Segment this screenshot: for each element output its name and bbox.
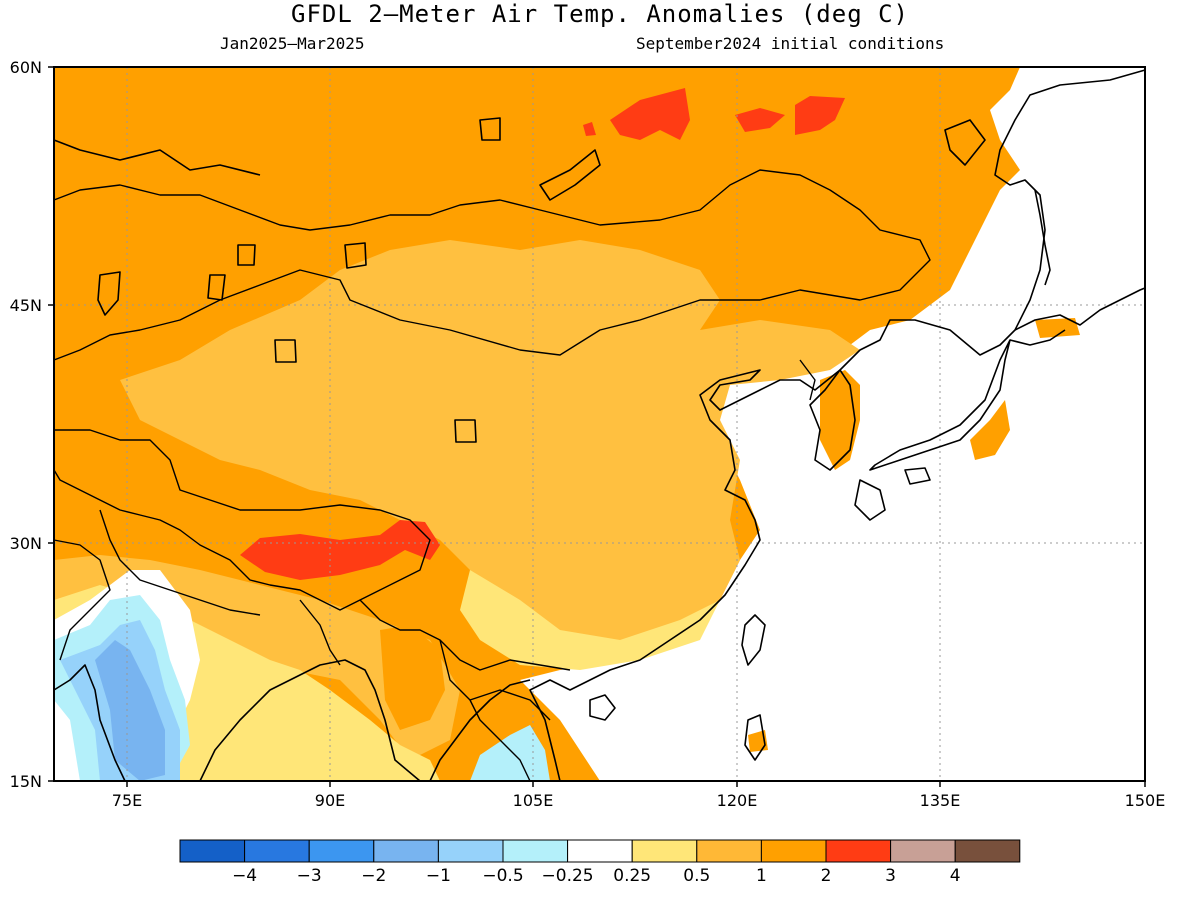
legend-label: 3 xyxy=(885,866,896,886)
anomaly-region-blue xyxy=(95,640,165,781)
legend-label: −4 xyxy=(232,866,257,886)
legend-label: −0.5 xyxy=(482,866,523,886)
anomaly-region-siberia-red-1 xyxy=(610,88,690,140)
legend-swatch xyxy=(437,839,504,863)
lon-label-150e: 150E xyxy=(1125,791,1166,810)
legend-swatch xyxy=(825,839,892,863)
legend-label: −2 xyxy=(361,866,386,886)
legend-swatch xyxy=(696,839,762,863)
legend-swatch xyxy=(373,839,439,863)
legend-label: 1 xyxy=(756,866,767,886)
legend-swatch xyxy=(631,839,698,863)
lat-label-45n: 45N xyxy=(10,296,42,315)
political-borders xyxy=(53,169,931,782)
legend-swatch xyxy=(308,839,375,863)
lon-label-135e: 135E xyxy=(920,791,961,810)
lat-label-30n: 30N xyxy=(10,534,42,553)
anomaly-region-south-china xyxy=(460,570,720,670)
legend-swatch xyxy=(244,839,310,863)
legend-label: 4 xyxy=(950,866,961,886)
legend-label: 2 xyxy=(821,866,832,886)
anomaly-field xyxy=(54,67,1145,781)
legend-label: 0.25 xyxy=(613,866,651,886)
anomaly-region-tibet-red xyxy=(240,520,440,580)
legend-swatch xyxy=(179,839,246,863)
anomaly-region-siberia-red-3 xyxy=(795,96,845,135)
legend-swatch xyxy=(760,839,827,863)
lat-label-15n: 15N xyxy=(10,772,42,791)
legend-label: 0.5 xyxy=(683,866,710,886)
anomaly-region-siberia-red-2 xyxy=(735,108,785,132)
anomaly-region-indochina-cyan xyxy=(470,725,550,781)
anomaly-region-japan xyxy=(970,400,1010,460)
anomaly-region-korea xyxy=(820,370,860,470)
lon-label-90e: 90E xyxy=(315,791,345,810)
anomaly-region-myanmar xyxy=(380,625,445,730)
color-legend-labels: −4 −3 −2 −1 −0.5 −0.25 0.25 0.5 1 2 3 4 xyxy=(232,866,961,886)
legend-swatch xyxy=(567,839,633,863)
lat-label-60n: 60N xyxy=(10,58,42,77)
forecast-period: Jan2025—Mar2025 xyxy=(220,34,365,53)
plot-frame xyxy=(53,66,1146,782)
tick-marks xyxy=(48,66,1146,787)
legend-label: −0.25 xyxy=(542,866,594,886)
initial-conditions: September2024 initial conditions xyxy=(636,34,945,53)
lon-label-105e: 105E xyxy=(513,791,554,810)
lon-label-120e: 120E xyxy=(717,791,758,810)
legend-swatch xyxy=(890,839,956,863)
lon-label-75e: 75E xyxy=(112,791,142,810)
legend-label: −3 xyxy=(297,866,322,886)
anomaly-region-half-to-1 xyxy=(120,240,860,665)
anomaly-region-siberia-red-4 xyxy=(583,122,596,136)
color-legend xyxy=(179,839,1021,863)
coastlines xyxy=(53,69,1146,782)
anomaly-region-hokkaido xyxy=(1035,318,1080,338)
legend-label: −1 xyxy=(426,866,451,886)
legend-swatch xyxy=(502,839,569,863)
grid-lines xyxy=(54,67,1145,781)
map-title: GFDL 2—Meter Air Temp. Anomalies (deg C) xyxy=(291,0,909,28)
legend-swatch xyxy=(954,839,1021,863)
